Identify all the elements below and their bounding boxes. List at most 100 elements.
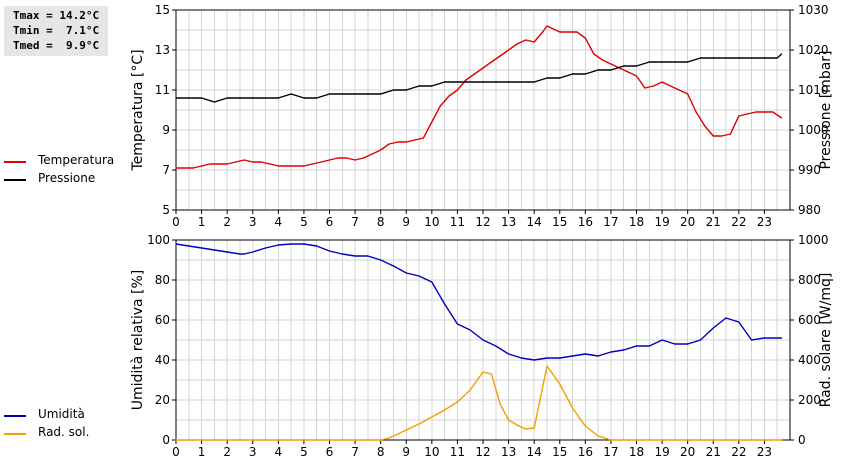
legend-label-rad-sol: Rad. sol. [38,425,90,439]
data-point-umidita [252,251,254,253]
data-point-rad-sol [277,439,279,441]
data-point-umidita [597,355,599,357]
data-point-umidita [392,265,395,267]
x-tick-label: 23 [757,215,772,229]
data-point-pressione [290,93,292,95]
data-point-rad-sol [456,401,458,403]
x-tick-label: 13 [501,215,516,229]
x-tick-label: 22 [731,445,746,459]
x-tick-label: 9 [402,445,410,459]
data-point-rad-sol [380,439,382,441]
tmin-stat: Tmin = 7.1°C [13,24,100,37]
data-point-pressione [380,93,382,95]
data-point-temperatura [397,141,399,143]
x-tick-label: 12 [475,215,490,229]
data-point-temperatura [516,43,518,45]
y-axis-title-right: Pressione [mbar] [818,50,834,169]
data-point-umidita [687,343,689,345]
data-point-umidita [495,345,497,347]
x-tick-label: 6 [326,445,334,459]
x-tick-label: 16 [578,445,593,459]
y-tick-label-left: 9 [162,123,170,137]
data-point-temperatura [474,73,476,75]
y-tick-label-left: 11 [155,83,170,97]
data-point-temperatura [380,149,382,151]
data-point-pressione [610,69,612,71]
x-tick-label: 10 [424,215,439,229]
x-tick-label: 4 [275,445,283,459]
legend-label-umidita: Umidità [38,407,85,421]
data-point-temperatura [346,157,348,159]
data-point-temperatura [260,161,262,163]
y-tick-label-left: 5 [162,203,170,217]
y-tick-label-left: 60 [155,313,170,327]
data-point-umidita [584,353,586,355]
data-point-umidita [559,357,561,359]
data-point-temperatura [337,157,339,159]
data-point-pressione [533,81,535,83]
x-tick-label: 19 [654,445,669,459]
data-point-temperatura [712,135,714,137]
data-point-temperatura [218,163,220,165]
data-point-temperatura [610,63,612,65]
x-tick-label: 5 [300,445,308,459]
data-point-pressione [508,81,510,83]
data-point-temperatura [439,105,441,107]
x-tick-label: 6 [326,215,334,229]
data-point-temperatura [627,71,629,73]
x-tick-label: 10 [424,445,439,459]
series-line-pressione [176,53,783,103]
data-point-rad-sol [516,424,518,426]
data-point-temperatura [431,121,433,123]
data-point-umidita [290,243,292,245]
y-tick-label-right: 400 [798,353,821,367]
y-tick-label-right: 800 [798,273,821,287]
data-point-umidita [648,345,650,347]
data-point-umidita [354,255,356,257]
data-point-rad-sol [610,439,612,441]
data-point-umidita [520,357,523,359]
data-point-umidita [469,329,471,331]
data-point-umidita [751,339,753,341]
data-point-pressione [213,101,215,103]
x-tick-label: 15 [552,215,567,229]
data-point-temperatura [482,67,484,69]
data-point-umidita [763,337,766,339]
data-point-temperatura [362,157,365,159]
data-point-temperatura [465,79,467,81]
data-point-pressione [623,65,625,67]
data-point-pressione [201,97,203,99]
data-point-rad-sol [533,427,535,429]
data-point-rad-sol [397,433,399,435]
x-tick-label: 22 [731,215,746,229]
data-point-pressione [763,57,766,59]
data-point-rad-sol [252,439,254,441]
data-point-umidita [226,251,228,253]
x-tick-label: 21 [706,215,721,229]
data-point-umidita [277,244,279,246]
data-point-umidita [482,339,484,341]
data-point-temperatura [559,31,561,33]
data-point-temperatura [542,31,544,33]
data-point-temperatura [576,31,578,33]
stats-box: Tmax = 14.2°C Tmin = 7.1°C Tmed = 9.9°C [4,6,108,56]
data-point-temperatura [593,53,595,55]
data-point-umidita [738,321,740,323]
data-point-pressione [316,97,318,99]
data-point-temperatura [499,55,501,57]
data-point-temperatura [661,81,663,83]
data-point-temperatura [235,161,237,163]
data-point-umidita [533,359,535,361]
data-point-umidita [444,303,446,305]
data-point-temperatura [567,31,569,33]
data-point-umidita [405,272,407,274]
data-point-temperatura [209,163,211,165]
data-point-umidita [508,353,510,355]
data-point-rad-sol [201,439,203,441]
x-tick-label: 3 [249,215,257,229]
x-tick-label: 0 [172,215,180,229]
x-tick-label: 11 [450,215,465,229]
data-point-umidita [175,243,177,245]
x-tick-label: 15 [552,445,567,459]
data-point-rad-sol [571,407,574,409]
